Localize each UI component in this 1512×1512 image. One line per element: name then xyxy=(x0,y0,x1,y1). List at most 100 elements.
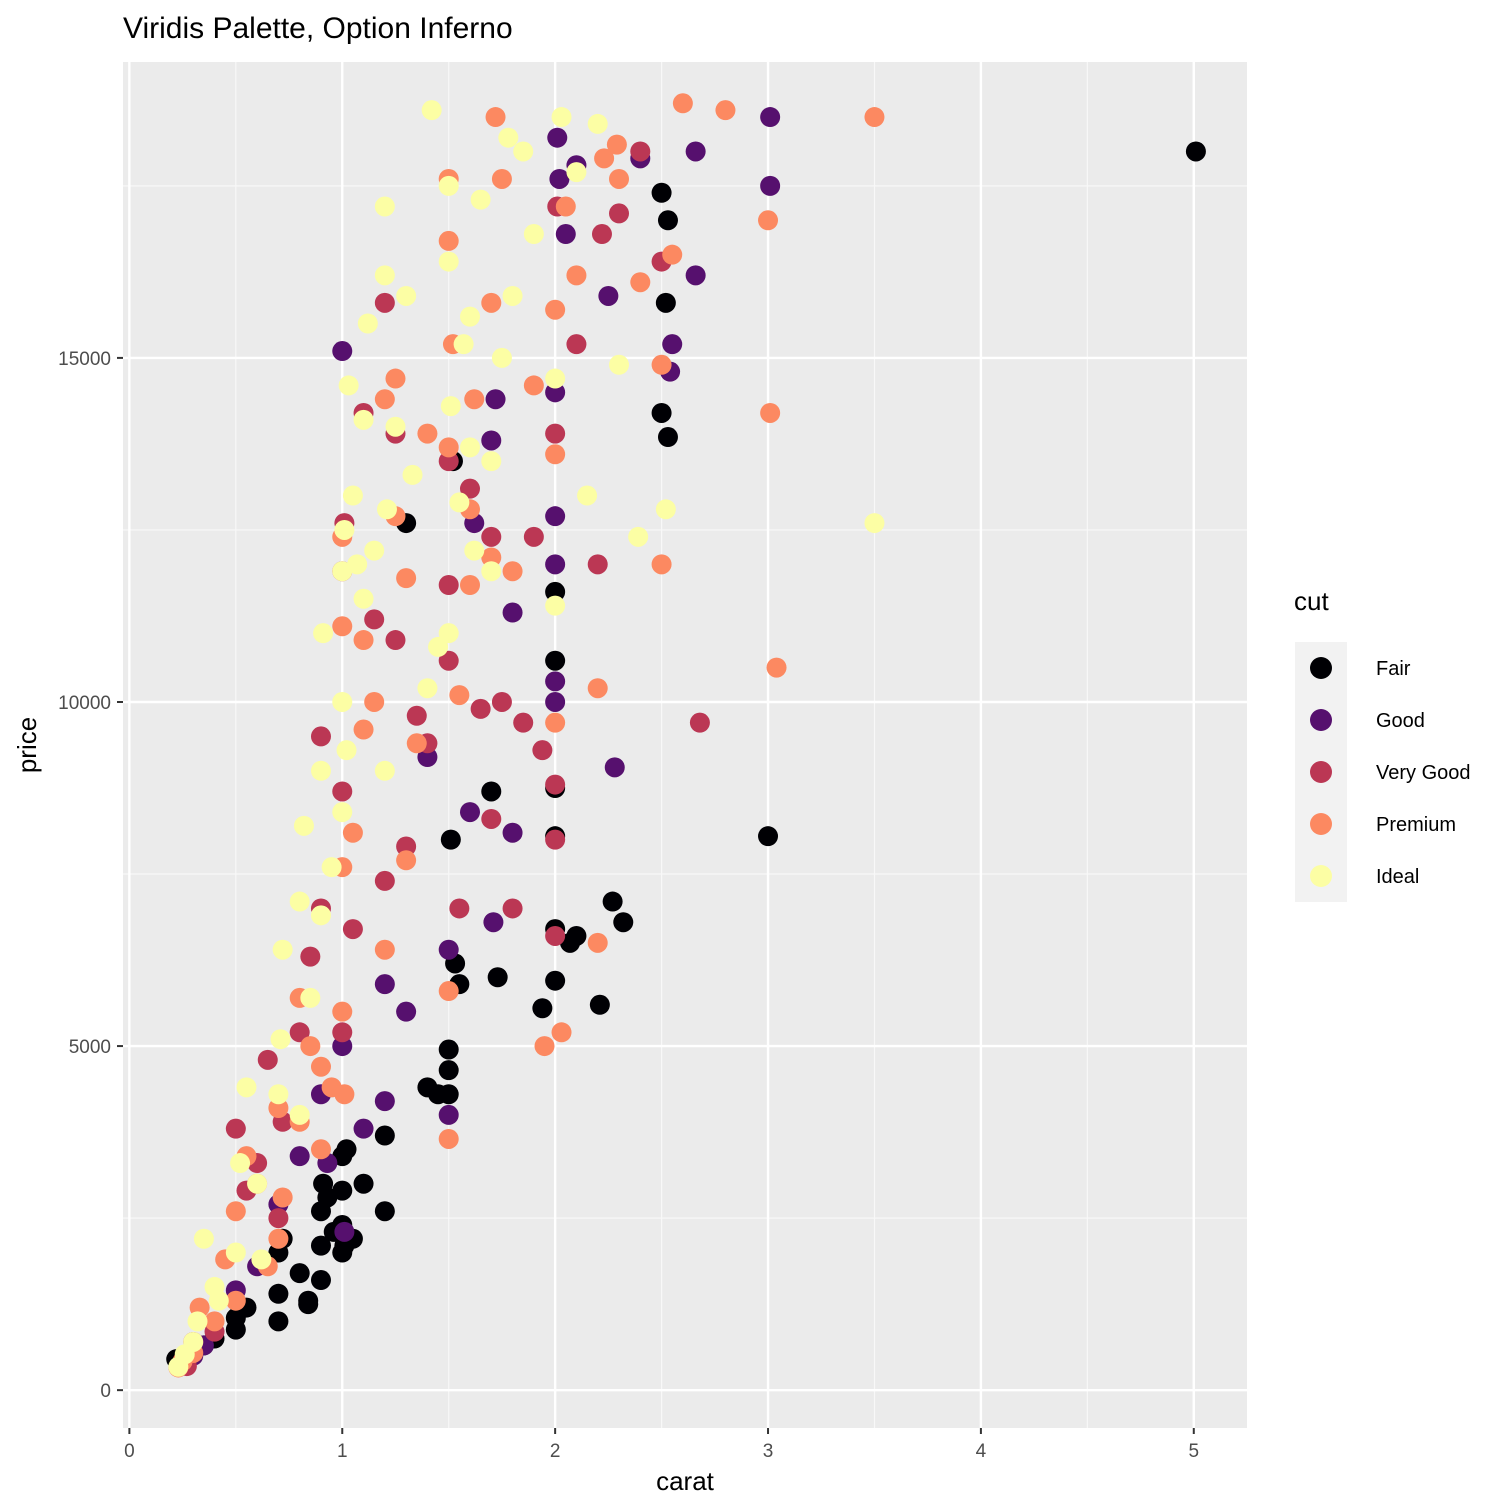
data-point xyxy=(353,1173,374,1194)
data-point xyxy=(758,210,779,231)
data-point xyxy=(225,1201,246,1222)
data-point xyxy=(545,712,566,733)
data-point xyxy=(289,1022,310,1043)
data-point xyxy=(470,189,491,210)
data-point xyxy=(485,389,506,410)
data-point xyxy=(406,705,427,726)
data-point xyxy=(449,685,470,706)
data-point xyxy=(268,1311,289,1332)
data-point xyxy=(374,196,395,217)
x-tick-label: 3 xyxy=(763,1441,774,1462)
data-point xyxy=(481,430,502,451)
data-point xyxy=(549,168,570,189)
data-point xyxy=(657,210,678,231)
data-point xyxy=(609,203,630,224)
data-point xyxy=(374,974,395,995)
data-point xyxy=(566,925,587,946)
y-tick-label: 10000 xyxy=(58,693,111,714)
data-point xyxy=(545,650,566,671)
data-point xyxy=(338,375,359,396)
data-point xyxy=(310,905,331,926)
data-points xyxy=(166,93,1206,1378)
legend-key xyxy=(1310,709,1332,731)
x-tick-label: 0 xyxy=(124,1441,135,1462)
data-point xyxy=(336,1139,357,1160)
data-point xyxy=(332,1001,353,1022)
data-point xyxy=(374,265,395,286)
data-point xyxy=(609,354,630,375)
data-point xyxy=(385,630,406,651)
data-point xyxy=(464,540,485,561)
legend-label: Premium xyxy=(1376,814,1456,836)
data-point xyxy=(630,272,651,293)
data-point xyxy=(459,437,480,458)
data-point xyxy=(332,1036,353,1057)
data-point xyxy=(268,1228,289,1249)
data-point xyxy=(353,630,374,651)
data-point xyxy=(396,836,417,857)
data-point xyxy=(374,939,395,960)
data-point xyxy=(453,334,474,355)
data-point xyxy=(551,1022,572,1043)
data-point xyxy=(225,1242,246,1263)
data-point xyxy=(353,588,374,609)
legend-key xyxy=(1310,657,1332,679)
data-point xyxy=(545,368,566,389)
data-point xyxy=(481,451,502,472)
data-point xyxy=(334,1221,355,1242)
data-point xyxy=(417,747,438,768)
data-point xyxy=(481,808,502,829)
data-point xyxy=(545,970,566,991)
legend-label: Fair xyxy=(1376,658,1411,680)
data-point xyxy=(604,757,625,778)
data-point xyxy=(864,513,885,534)
data-point xyxy=(347,554,368,575)
data-point xyxy=(545,382,566,403)
data-point xyxy=(268,1283,289,1304)
data-point xyxy=(268,1084,289,1105)
chart-title: Viridis Palette, Option Inferno xyxy=(123,12,513,45)
legend-label: Very Good xyxy=(1376,762,1471,784)
data-point xyxy=(651,554,672,575)
data-point xyxy=(502,561,523,582)
data-point xyxy=(766,657,787,678)
data-point xyxy=(440,829,461,850)
plot-panel xyxy=(123,62,1247,1428)
data-point xyxy=(502,898,523,919)
data-point xyxy=(317,1187,338,1208)
data-point xyxy=(760,402,781,423)
data-point xyxy=(587,678,608,699)
data-point xyxy=(225,1118,246,1139)
x-tick-label: 4 xyxy=(976,1441,987,1462)
x-axis-title: carat xyxy=(656,1466,715,1496)
x-tick-label: 1 xyxy=(337,1441,348,1462)
data-point xyxy=(481,781,502,802)
data-point xyxy=(523,224,544,245)
data-point xyxy=(438,1060,459,1081)
data-point xyxy=(289,891,310,912)
data-point xyxy=(689,712,710,733)
data-point xyxy=(545,506,566,527)
data-point xyxy=(342,919,363,940)
data-point xyxy=(662,334,683,355)
data-point xyxy=(449,492,470,513)
data-point xyxy=(353,1118,374,1139)
data-point xyxy=(545,554,566,575)
major-gridlines xyxy=(123,62,1247,1428)
series-premium xyxy=(168,93,885,1378)
data-point xyxy=(270,1029,291,1050)
data-point xyxy=(545,423,566,444)
data-point xyxy=(545,925,566,946)
data-point xyxy=(438,230,459,251)
data-point xyxy=(300,1036,321,1057)
data-point xyxy=(225,1290,246,1311)
data-point xyxy=(332,781,353,802)
data-point xyxy=(545,595,566,616)
data-point xyxy=(438,1104,459,1125)
data-point xyxy=(396,850,417,871)
y-tick-label: 5000 xyxy=(69,1037,111,1058)
data-point xyxy=(545,581,566,602)
data-point xyxy=(651,182,672,203)
data-point xyxy=(272,939,293,960)
data-point xyxy=(374,760,395,781)
